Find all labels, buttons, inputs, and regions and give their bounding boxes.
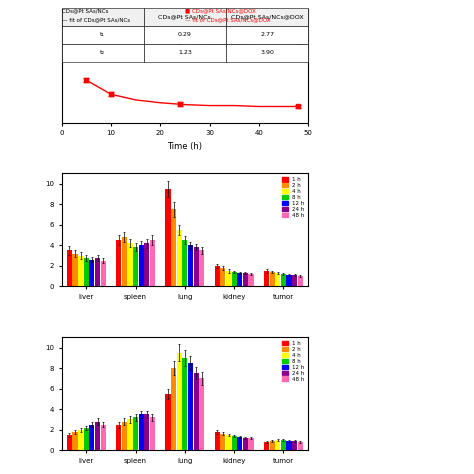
Bar xyxy=(188,246,193,286)
Bar xyxy=(193,247,199,286)
Bar xyxy=(150,418,155,450)
Bar xyxy=(67,435,72,450)
Bar xyxy=(215,266,220,286)
Bar xyxy=(248,274,254,286)
Bar xyxy=(270,272,275,286)
Bar xyxy=(73,254,78,286)
Bar xyxy=(281,440,286,450)
Bar xyxy=(275,273,281,286)
Bar xyxy=(133,247,138,286)
Bar xyxy=(264,271,269,286)
Bar xyxy=(177,353,182,450)
Bar xyxy=(138,246,144,286)
X-axis label: Time (h): Time (h) xyxy=(167,142,202,151)
Bar xyxy=(171,368,176,450)
Bar xyxy=(237,273,242,286)
Bar xyxy=(182,240,187,286)
Bar xyxy=(226,435,231,450)
Bar xyxy=(286,275,292,286)
Bar xyxy=(84,258,89,286)
Bar xyxy=(199,250,204,286)
Bar xyxy=(199,378,204,450)
Bar xyxy=(171,210,176,286)
Bar xyxy=(177,230,182,286)
Bar xyxy=(128,419,133,450)
Bar xyxy=(116,425,121,450)
Bar xyxy=(243,273,248,286)
Bar xyxy=(281,274,286,286)
Bar xyxy=(78,430,83,450)
Bar xyxy=(270,441,275,450)
Bar xyxy=(188,363,193,450)
Bar xyxy=(215,432,220,450)
Bar xyxy=(122,237,127,286)
Bar xyxy=(237,437,242,450)
Bar xyxy=(193,373,199,450)
Bar xyxy=(138,414,144,450)
Bar xyxy=(122,421,127,450)
Bar xyxy=(100,425,106,450)
Bar xyxy=(128,243,133,286)
Bar xyxy=(232,436,237,450)
Bar xyxy=(165,394,171,450)
Bar xyxy=(298,442,303,450)
Bar xyxy=(73,432,78,450)
Bar xyxy=(275,440,281,450)
Bar xyxy=(232,272,237,286)
Bar xyxy=(226,271,231,286)
Bar xyxy=(220,434,226,450)
Bar xyxy=(89,425,94,450)
Bar xyxy=(133,418,138,450)
Bar xyxy=(298,276,303,286)
Bar xyxy=(89,260,94,286)
Bar xyxy=(100,261,106,286)
Bar xyxy=(150,240,155,286)
Bar xyxy=(95,421,100,450)
Bar xyxy=(84,428,89,450)
Bar xyxy=(116,240,121,286)
Bar xyxy=(243,438,248,450)
Legend: 1 h, 2 h, 4 h, 8 h, 12 h, 24 h, 48 h: 1 h, 2 h, 4 h, 8 h, 12 h, 24 h, 48 h xyxy=(281,340,305,383)
Bar xyxy=(220,268,226,286)
Bar xyxy=(182,358,187,450)
Bar xyxy=(286,441,292,450)
Bar xyxy=(78,255,83,286)
Bar xyxy=(248,438,254,450)
Bar xyxy=(144,414,149,450)
Legend: 1 h, 2 h, 4 h, 8 h, 12 h, 24 h, 48 h: 1 h, 2 h, 4 h, 8 h, 12 h, 24 h, 48 h xyxy=(281,176,305,219)
Bar xyxy=(67,250,72,286)
Bar xyxy=(144,243,149,286)
Bar xyxy=(95,258,100,286)
Bar xyxy=(165,189,171,286)
Bar xyxy=(292,275,297,286)
Bar xyxy=(264,442,269,450)
Bar xyxy=(292,441,297,450)
